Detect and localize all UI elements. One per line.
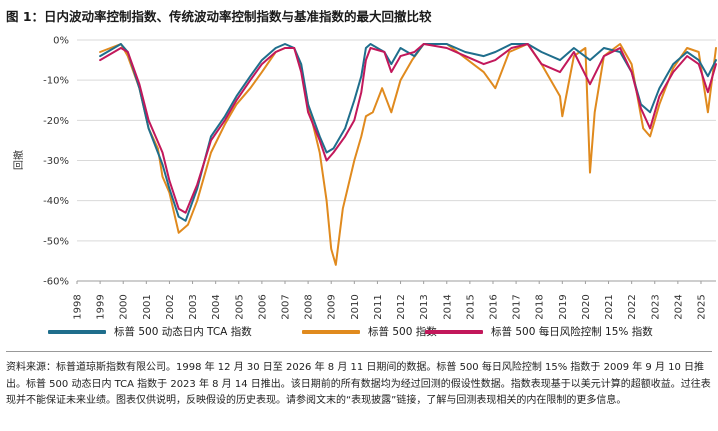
x-tick-label: 2023 xyxy=(650,294,661,319)
x-tick-label: 2001 xyxy=(142,294,153,319)
y-tick-label: -50% xyxy=(43,236,69,247)
legend-item-tca: 标普 500 动态日内 TCA 指数 xyxy=(48,324,252,339)
series-line-2 xyxy=(99,43,717,214)
footnote-divider xyxy=(6,351,712,352)
y-tick-label: 0% xyxy=(53,36,69,47)
x-tick-label: 2020 xyxy=(581,294,592,319)
x-tick-label: 2022 xyxy=(627,294,638,319)
x-tick-label: 2019 xyxy=(558,294,569,319)
x-tick-label: 2013 xyxy=(419,294,430,319)
legend-swatch-tca xyxy=(48,329,106,334)
y-tick-label: -60% xyxy=(43,277,69,288)
x-tick-label: 2014 xyxy=(442,294,453,319)
x-tick-label: 2005 xyxy=(234,294,245,319)
x-tick-label: 2017 xyxy=(512,294,523,319)
series-line-1 xyxy=(99,43,717,266)
x-tick-label: 2010 xyxy=(350,294,361,319)
x-tick-label: 2009 xyxy=(327,294,338,319)
x-tick-label: 2021 xyxy=(604,294,615,319)
drawdown-chart: 0% -10% -20% -30% -40% -50% -60% 1998 1999 2000 20… xyxy=(12,36,717,320)
legend-label-risk-control: 标普 500 每日风险控制 15% 指数 xyxy=(491,326,653,338)
legend-label-tca: 标普 500 动态日内 TCA 指数 xyxy=(114,326,252,338)
grid-lines xyxy=(77,39,716,282)
chart-title: 图 1：日内波动率控制指数、传统波动率控制指数与基准指数的最大回撤比较 xyxy=(6,9,432,24)
legend-label-sp500: 标普 500 指数 xyxy=(368,326,437,338)
x-tick-label: 2011 xyxy=(373,294,384,319)
x-tick-label: 2015 xyxy=(465,294,476,319)
x-tick-label: 2024 xyxy=(673,294,684,319)
x-tick-label: 2000 xyxy=(119,294,130,319)
x-tick-label: 2025 xyxy=(696,294,707,319)
x-tick-label: 2006 xyxy=(257,294,268,319)
x-tick-label: 2004 xyxy=(211,294,222,319)
x-tick-label: 1999 xyxy=(96,294,107,319)
y-tick-label: -30% xyxy=(43,156,69,167)
y-axis-label: 回撤 xyxy=(12,150,25,170)
x-tick-label: 2008 xyxy=(304,294,315,319)
series-lines xyxy=(99,43,717,266)
legend-item-risk-control: 标普 500 每日风险控制 15% 指数 xyxy=(425,324,653,339)
x-tick-label: 2018 xyxy=(535,294,546,319)
axes: 0% -10% -20% -30% -40% -50% -60% 1998 1999 2000 20… xyxy=(43,36,716,320)
x-tick-label: 1998 xyxy=(73,294,84,319)
series-line-0 xyxy=(99,43,717,222)
legend: 标普 500 动态日内 TCA 指数 标普 500 指数 标普 500 每日风险… xyxy=(0,324,718,342)
y-tick-label: -10% xyxy=(43,76,69,87)
x-tick-label: 2007 xyxy=(280,294,291,319)
x-tick-label: 2016 xyxy=(488,294,499,319)
footnote: 资料来源：标普道琼斯指数有限公司。1998 年 12 月 30 日至 2026 … xyxy=(6,362,711,406)
y-tick-label: -40% xyxy=(43,196,69,207)
x-tick-label: 2012 xyxy=(396,294,407,319)
legend-swatch-sp500 xyxy=(302,329,360,334)
x-tick-label: 2003 xyxy=(188,294,199,319)
x-tick-label: 2002 xyxy=(165,294,176,319)
legend-item-sp500: 标普 500 指数 xyxy=(302,324,437,339)
y-tick-label: -20% xyxy=(43,116,69,127)
legend-swatch-risk-control xyxy=(425,329,483,334)
